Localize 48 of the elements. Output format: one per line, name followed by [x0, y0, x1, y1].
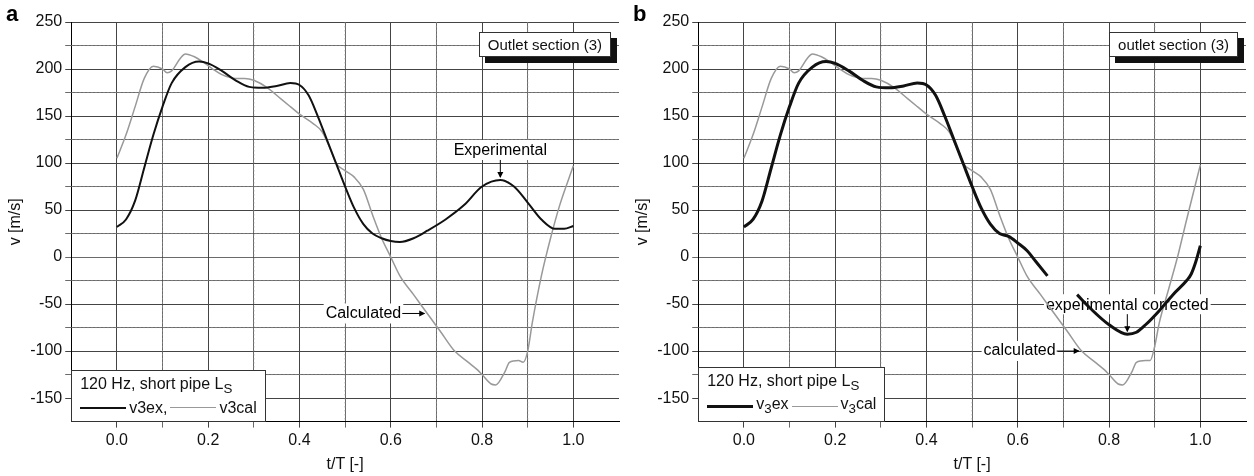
chart-title: a	[6, 1, 19, 27]
y-tick-label: -100	[657, 341, 690, 359]
x-tick-label: 1.0	[1189, 430, 1212, 448]
y-tick-label: -100	[30, 341, 63, 359]
legend-title: 120 Hz, short pipe L$_{S}$	[80, 375, 234, 397]
x-tick-label: 0.2	[824, 430, 847, 448]
y-tick-label: 200	[35, 59, 63, 77]
y-tick-label: 250	[35, 12, 63, 30]
x-tick-label: 0.6	[379, 430, 402, 448]
legend-label: v$_{3}$cal	[840, 395, 877, 417]
x-tick-label: 1.0	[562, 430, 585, 448]
x-tick-label: 0.0	[732, 430, 756, 448]
y-tick-label: 0	[680, 247, 690, 265]
x-axis-title: t/T [-]	[953, 454, 991, 472]
y-tick-label: 250	[662, 12, 690, 30]
legend-label: v3cal	[219, 398, 257, 417]
chart-title: b	[633, 1, 647, 27]
y-tick-label: 0	[53, 247, 63, 265]
x-tick-label: 0.6	[1006, 430, 1029, 448]
y-tick-label: -50	[666, 294, 690, 312]
y-tick-label: -150	[30, 388, 63, 406]
y-tick-label: 100	[35, 153, 63, 171]
annotation: Outlet section (3)	[478, 32, 611, 57]
x-axis-title: t/T [-]	[326, 454, 364, 472]
x-tick-label: 0.8	[470, 430, 494, 448]
y-axis-title: v [m/s]	[633, 198, 651, 246]
y-axis-title: v [m/s]	[6, 198, 24, 246]
y-tick-label: -50	[39, 294, 63, 312]
y-tick-label: 150	[35, 106, 63, 124]
x-tick-label: 0.0	[105, 430, 129, 448]
annotation: Experimental	[453, 141, 547, 159]
legend-label: v3ex,	[129, 398, 168, 417]
x-tick-label: 0.4	[288, 430, 311, 448]
line-series	[115, 60, 575, 244]
legend-label: v$_{3}$ex	[756, 395, 789, 417]
y-tick-label: 200	[662, 59, 690, 77]
annotation: calculated	[983, 341, 1056, 359]
y-tick-label: 50	[44, 200, 63, 218]
legend-title: 120 Hz, short pipe L$_{S}$	[707, 372, 861, 394]
y-tick-label: 100	[662, 153, 690, 171]
annotation: Calculated	[325, 303, 402, 321]
y-tick-label: 150	[662, 106, 690, 124]
x-tick-label: 0.8	[1097, 430, 1121, 448]
annotation: outlet section (3)	[1109, 32, 1238, 57]
y-tick-label: 50	[671, 200, 690, 218]
y-tick-label: -150	[657, 388, 690, 406]
x-tick-label: 0.2	[197, 430, 220, 448]
x-tick-label: 0.4	[915, 430, 938, 448]
